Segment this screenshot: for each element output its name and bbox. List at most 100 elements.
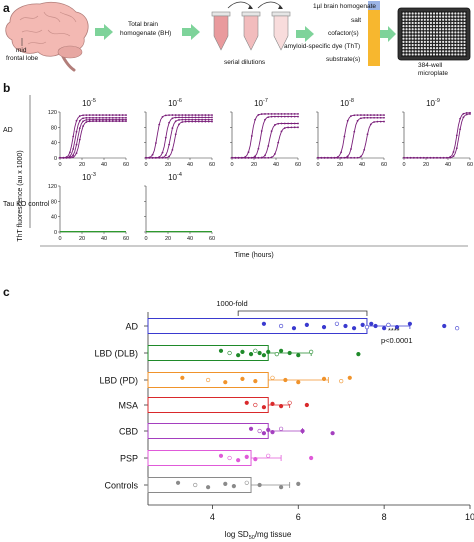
- series-line: [232, 126, 298, 159]
- data-point: [409, 156, 412, 159]
- plate-well: [448, 31, 451, 34]
- plate-well: [411, 37, 414, 40]
- data-point: [369, 123, 372, 126]
- data-point: [459, 117, 461, 120]
- plate-well: [408, 31, 411, 34]
- data-point: [376, 116, 379, 119]
- series-line: [232, 123, 298, 159]
- dilution-label: 10-6: [168, 98, 182, 108]
- plate-well: [426, 28, 429, 31]
- series-line: [318, 121, 384, 159]
- plate-well: [414, 21, 417, 25]
- data-point: [351, 326, 357, 331]
- category-bar: [147, 397, 269, 413]
- data-point: [72, 154, 75, 156]
- plate-well: [414, 43, 417, 47]
- kinetics-panel: 10-9 0 20 40 60: [402, 98, 473, 168]
- data-point: [283, 122, 286, 125]
- data-point: [297, 115, 299, 118]
- panel-c-letter: c: [3, 285, 10, 299]
- plate-well: [429, 50, 433, 53]
- reagent-substrate: substrate(s): [326, 56, 360, 63]
- data-point: [369, 321, 374, 326]
- plate-well: [442, 18, 445, 21]
- data-point: [102, 120, 104, 123]
- plate-well: [417, 37, 420, 40]
- data-point: [407, 321, 412, 326]
- data-point: [363, 114, 366, 116]
- plate-well: [460, 15, 463, 18]
- plate-well: [432, 47, 436, 50]
- plate-well: [439, 37, 442, 40]
- data-point: [267, 113, 270, 115]
- x-tick-label: 40: [101, 236, 107, 242]
- plate-well: [460, 50, 463, 53]
- data-point: [85, 119, 88, 121]
- plate-well: [451, 37, 454, 40]
- data-point: [297, 113, 299, 115]
- plate-well: [457, 34, 460, 37]
- data-point: [174, 114, 177, 116]
- bracket-label: 1000-fold: [216, 299, 247, 308]
- plate-label-line1: 384-well: [418, 62, 443, 69]
- x-tick-label: 40: [359, 162, 365, 168]
- dilution-label: 10-8: [340, 98, 354, 108]
- data-point: [194, 116, 197, 119]
- plate-well: [457, 21, 460, 25]
- dilution-base: 10: [426, 99, 435, 108]
- plate-well: [439, 53, 442, 56]
- x-tick-label: 60: [209, 236, 215, 242]
- data-point: [257, 156, 260, 159]
- data-point: [178, 114, 180, 116]
- plate-well: [445, 28, 448, 31]
- data-point: [78, 138, 81, 141]
- data-point: [373, 116, 375, 119]
- plate-well: [463, 53, 466, 56]
- plate-well: [457, 37, 460, 40]
- data-point: [85, 114, 88, 116]
- plate-well: [457, 31, 460, 34]
- data-point: [277, 141, 280, 144]
- plate-well: [420, 40, 423, 43]
- data-point: [452, 155, 455, 158]
- plate-well: [442, 47, 445, 50]
- plate-well: [432, 34, 436, 37]
- data-point: [379, 114, 382, 116]
- data-point: [330, 156, 333, 159]
- row-label-tau-ko: Tau KO control: [3, 201, 50, 208]
- plate-well: [417, 18, 420, 21]
- data-point: [188, 114, 190, 116]
- plate-well: [420, 28, 423, 31]
- plate-well: [417, 47, 420, 50]
- plate-well: [420, 34, 423, 37]
- data-point: [168, 121, 171, 124]
- data-point: [254, 155, 256, 158]
- x-tick-label: 0: [58, 162, 61, 168]
- plate-well: [463, 18, 466, 21]
- data-point: [270, 115, 273, 118]
- step1-label-line1: Total brain: [128, 21, 158, 28]
- plate-well: [429, 31, 433, 34]
- data-point: [244, 400, 249, 405]
- plate-well: [420, 15, 423, 18]
- plate-well: [451, 28, 454, 31]
- y-tick-label: 80: [51, 199, 57, 205]
- plate-well: [442, 43, 445, 47]
- data-point: [429, 156, 432, 159]
- kinetics-panel: 10-3 0 40 80 120 0 20 40 60: [48, 172, 129, 242]
- reagent-stack: [368, 1, 380, 66]
- plate-well: [460, 18, 463, 21]
- dilution-base: 10: [168, 99, 177, 108]
- dilution-label: 10-9: [426, 98, 440, 108]
- data-point: [174, 120, 177, 123]
- plate-well: [423, 31, 426, 34]
- data-point: [223, 481, 228, 487]
- plate-well: [439, 12, 442, 15]
- y-tick-label: 0: [54, 230, 57, 236]
- data-point: [98, 114, 101, 116]
- plate-well: [454, 53, 457, 56]
- plate-well: [435, 43, 439, 47]
- plate-well: [423, 43, 426, 47]
- plate-well: [411, 43, 414, 47]
- data-point: [383, 120, 385, 123]
